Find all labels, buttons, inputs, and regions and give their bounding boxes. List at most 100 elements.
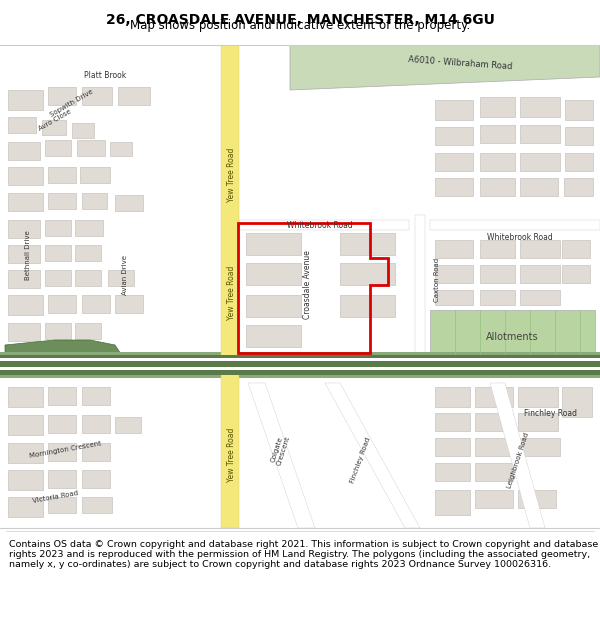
Bar <box>8 443 43 463</box>
Bar <box>480 265 515 283</box>
Bar <box>415 215 425 360</box>
Bar <box>518 490 556 508</box>
Bar <box>246 233 301 255</box>
Bar <box>82 193 107 209</box>
Bar <box>45 270 71 286</box>
Text: Finchley Road: Finchley Road <box>349 436 371 484</box>
Bar <box>77 140 105 156</box>
Bar <box>518 438 560 456</box>
Bar <box>239 220 409 230</box>
Bar <box>8 245 40 263</box>
Bar <box>48 470 76 488</box>
Bar <box>246 295 301 317</box>
Bar <box>435 127 473 145</box>
Bar <box>518 387 558 407</box>
Bar <box>480 153 515 171</box>
Bar <box>8 90 43 110</box>
Bar <box>48 497 76 513</box>
Bar <box>565 127 593 145</box>
Bar <box>80 167 110 183</box>
Bar <box>8 470 43 490</box>
Bar <box>82 387 110 405</box>
Bar <box>8 497 43 517</box>
Bar <box>118 87 150 105</box>
Bar <box>108 270 134 286</box>
Bar <box>8 193 43 211</box>
Bar <box>564 178 593 196</box>
Text: Leighbrook Road: Leighbrook Road <box>506 431 530 489</box>
Bar <box>110 142 132 156</box>
Bar <box>45 140 71 156</box>
Bar <box>8 387 43 407</box>
Bar <box>518 413 558 431</box>
Bar <box>435 438 470 456</box>
Bar <box>75 323 101 339</box>
Bar <box>435 490 470 515</box>
Bar <box>480 240 515 258</box>
Text: Map shows position and indicative extent of the property.: Map shows position and indicative extent… <box>130 19 470 32</box>
Bar <box>48 387 76 405</box>
Bar <box>8 323 40 341</box>
Bar <box>45 245 71 261</box>
Bar <box>430 310 595 365</box>
Bar <box>435 100 473 120</box>
Bar <box>75 245 101 261</box>
Text: Yew Tree Road: Yew Tree Road <box>227 266 235 320</box>
Bar <box>115 295 143 313</box>
Bar <box>480 97 515 117</box>
Bar <box>8 167 43 185</box>
Bar <box>475 463 513 481</box>
Bar <box>520 265 560 283</box>
Bar <box>82 443 110 461</box>
Text: Bethnall Drive: Bethnall Drive <box>25 230 31 280</box>
Text: Avro Close: Avro Close <box>38 108 73 132</box>
Bar <box>82 470 110 488</box>
Bar <box>520 290 560 305</box>
Text: Allotments: Allotments <box>485 332 538 342</box>
Text: Caxton Road: Caxton Road <box>434 258 440 302</box>
Bar <box>75 270 101 286</box>
Bar <box>48 443 76 461</box>
Bar <box>480 178 515 196</box>
Bar <box>520 178 558 196</box>
Bar <box>42 120 66 135</box>
Bar <box>520 125 560 143</box>
Text: 26, CROASDALE AVENUE, MANCHESTER, M14 6GU: 26, CROASDALE AVENUE, MANCHESTER, M14 6G… <box>106 12 494 27</box>
Bar <box>565 100 593 120</box>
Bar <box>82 87 112 105</box>
Bar <box>8 220 40 238</box>
Bar <box>115 195 143 211</box>
Bar <box>480 290 515 305</box>
Bar <box>72 123 94 138</box>
Bar <box>435 240 473 258</box>
Bar <box>0 375 600 378</box>
Bar <box>82 497 112 513</box>
Text: Sopwith Drive: Sopwith Drive <box>49 88 95 118</box>
Text: Finchley Road: Finchley Road <box>523 409 577 418</box>
Bar <box>430 220 600 230</box>
Bar <box>48 87 76 105</box>
Bar <box>475 387 513 407</box>
Bar <box>435 290 473 305</box>
Bar <box>82 415 110 433</box>
Bar <box>115 417 141 433</box>
Bar <box>475 490 513 508</box>
Bar <box>45 323 71 339</box>
Bar <box>562 240 590 258</box>
Text: Croasdale Avenue: Croasdale Avenue <box>304 251 313 319</box>
Bar <box>520 153 560 171</box>
Text: Platt Brook: Platt Brook <box>84 71 126 79</box>
Bar <box>0 355 600 375</box>
Bar <box>520 240 560 258</box>
Bar <box>475 438 513 456</box>
Bar <box>48 167 76 183</box>
Bar <box>8 270 40 288</box>
Polygon shape <box>490 383 545 528</box>
Bar <box>0 358 600 361</box>
Bar <box>435 463 470 481</box>
Text: Whitebrook Road: Whitebrook Road <box>287 221 353 229</box>
Bar <box>435 265 473 283</box>
Bar <box>45 220 71 236</box>
Bar <box>340 233 395 255</box>
Bar <box>562 387 592 417</box>
